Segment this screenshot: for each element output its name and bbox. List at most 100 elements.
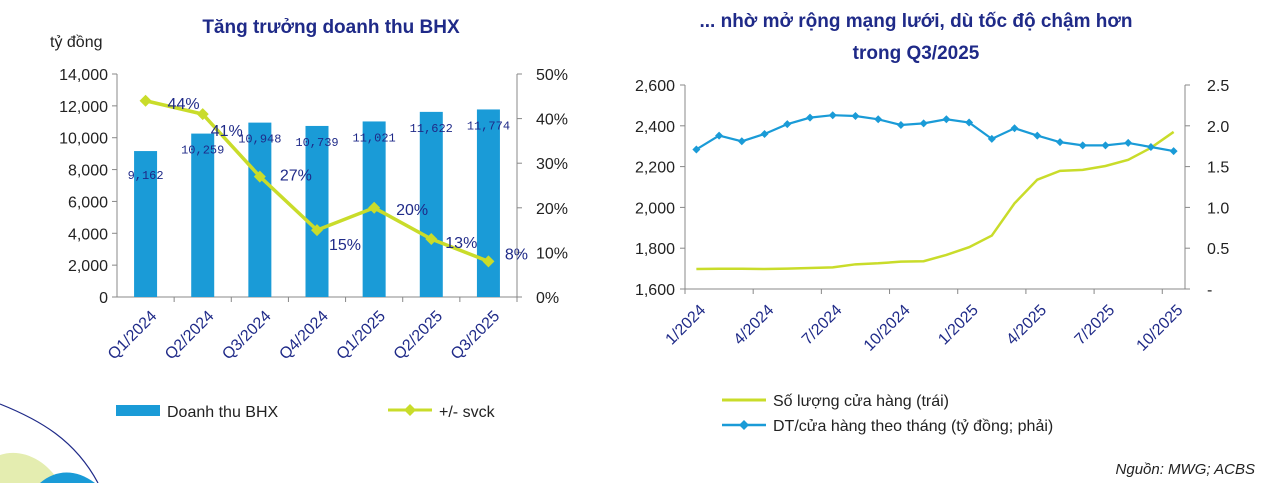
legend-label-line: +/- svck [439, 404, 496, 421]
chart2-title-line2: trong Q3/2025 [853, 43, 980, 64]
x-tick-label: 10/2024 [861, 302, 914, 355]
x-tick-label: Q2/2024 [162, 308, 217, 363]
y-tick-label: 2,000 [635, 200, 675, 217]
revenue-per-store-point [851, 112, 860, 121]
x-tick-label: 4/2025 [1003, 302, 1050, 349]
store-count-line [696, 130, 1175, 271]
y2-tick-label: 40% [536, 112, 568, 129]
growth-data-label: 44% [168, 96, 200, 113]
revenue-per-store-point [737, 137, 746, 146]
y2-tick-label: 0% [536, 290, 559, 307]
growth-data-label: 27% [280, 168, 312, 185]
y-tick-label: 8,000 [68, 163, 108, 180]
x-tick-label: 10/2025 [1134, 302, 1187, 355]
revenue-per-store-point [760, 129, 769, 138]
y2-tick-label: 10% [536, 245, 568, 262]
y-tick-label: 12,000 [59, 99, 108, 116]
y-tick-label: 0 [99, 290, 108, 307]
revenue-per-store-point [1033, 131, 1042, 140]
growth-point [196, 108, 209, 121]
decor-arc [0, 403, 99, 483]
legend-label-bar: Doanh thu BHX [167, 404, 279, 421]
y2-tick-label: 30% [536, 156, 568, 173]
y-tick-label: 14,000 [59, 67, 108, 84]
legend-marker-diamond-blue [739, 420, 749, 430]
y2-tick-label: 20% [536, 201, 568, 218]
growth-point [139, 94, 152, 107]
x-tick-label: Q3/2025 [448, 308, 503, 363]
y2-tick-label: - [1207, 282, 1212, 299]
bar [305, 125, 329, 297]
chart-revenue: Tăng trưởng doanh thu BHX tỷ đồng 0 2,000… [50, 17, 568, 421]
growth-point [425, 233, 438, 246]
revenue-per-store-point [874, 115, 883, 124]
legend-swatch-bar [116, 405, 160, 416]
bar [248, 122, 272, 297]
chart1-legend: Doanh thu BHX +/- svck [116, 404, 496, 421]
y2-tick-label: 2.5 [1207, 78, 1229, 95]
growth-point [482, 255, 495, 268]
bar [191, 133, 215, 297]
revenue-per-store-point [806, 113, 814, 122]
x-tick-label: 1/2025 [935, 302, 982, 349]
y-tick-label: 10,000 [59, 131, 108, 148]
revenue-per-store-point [715, 131, 724, 140]
revenue-per-store-point [1124, 138, 1133, 147]
y2-tick-label: 0.5 [1207, 241, 1229, 258]
decor-arc-accent-2 [40, 472, 95, 483]
growth-data-label: 8% [505, 246, 528, 263]
source-note: Nguồn: MWG; ACBS [1116, 461, 1255, 478]
x-tick-label: 7/2025 [1072, 302, 1119, 349]
bar-data-label: 9,162 [128, 169, 164, 183]
y-tick-label: 2,600 [635, 78, 675, 95]
revenue-per-store-point [1056, 138, 1064, 147]
y2-tick-label: 1.5 [1207, 160, 1229, 177]
bar-data-label: 10,259 [181, 144, 224, 158]
y-tick-label: 2,200 [635, 160, 675, 177]
chart1-growth-line: 44% 41% 27% 15% 20% 13% 8% [139, 94, 528, 268]
x-tick-label: Q4/2024 [276, 308, 331, 363]
revenue-per-store-point [1146, 143, 1155, 152]
x-tick-label: 1/2024 [663, 302, 710, 349]
bar [476, 109, 500, 297]
decor-arc-accent [0, 452, 60, 483]
bar [134, 151, 158, 297]
x-tick-label: Q1/2024 [105, 308, 160, 363]
x-tick-label: 4/2024 [731, 302, 778, 349]
revenue-per-store-point [1010, 124, 1019, 133]
x-tick-label: Q3/2024 [219, 308, 274, 363]
revenue-per-store-point [987, 134, 996, 143]
growth-point [368, 201, 381, 214]
y-tick-label: 4,000 [68, 226, 108, 243]
revenue-per-store-point [1101, 141, 1110, 150]
revenue-per-store-point [828, 111, 837, 120]
revenue-per-store-point [692, 145, 701, 154]
growth-point [311, 224, 323, 237]
growth-data-label: 15% [329, 237, 361, 254]
growth-data-label: 41% [211, 123, 243, 140]
revenue-per-store-point [1078, 141, 1087, 150]
y2-tick-label: 50% [536, 67, 568, 84]
chart2-lines [692, 111, 1178, 271]
revenue-per-store-point [965, 118, 974, 127]
revenue-per-store-point [783, 120, 792, 129]
growth-data-label: 13% [445, 235, 477, 252]
legend-label-stores: Số lượng cửa hàng (trái) [773, 393, 949, 410]
y-tick-label: 1,600 [635, 282, 675, 299]
legend-marker-diamond [404, 404, 416, 416]
x-tick-label: Q1/2025 [334, 308, 389, 363]
chart1-title: Tăng trưởng doanh thu BHX [202, 17, 460, 38]
bar-data-label: 10,948 [238, 133, 281, 147]
revenue-per-store-line [695, 114, 1174, 153]
revenue-per-store-point [1169, 147, 1178, 156]
y2-tick-label: 1.0 [1207, 200, 1229, 217]
chart2-axes: 1,600 1,800 2,000 2,200 2,400 2,600 - 0.5 1.0 1.5… [635, 78, 1229, 355]
revenue-per-store-point [942, 115, 951, 124]
y2-tick-label: 2.0 [1207, 119, 1229, 136]
bar-data-label: 10,739 [295, 136, 338, 150]
y-tick-label: 6,000 [68, 194, 108, 211]
legend-label-revenue-per-store: DT/cửa hàng theo tháng (tỷ đồng; phải) [773, 418, 1053, 435]
x-tick-label: Q2/2025 [391, 308, 446, 363]
bar-data-label: 11,021 [353, 131, 396, 145]
